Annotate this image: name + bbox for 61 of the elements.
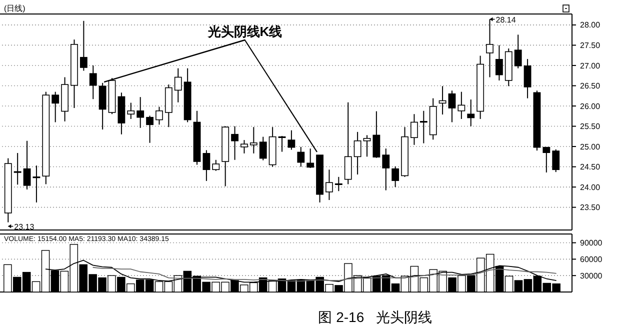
y-tick-label: 25.00: [580, 142, 601, 152]
candlestick: [89, 64, 97, 100]
candlestick: [326, 169, 333, 201]
y-tick-label: 30000: [580, 271, 603, 280]
y-tick-label: 24.00: [580, 182, 601, 192]
y-tick-label: 26.00: [580, 102, 601, 111]
candlestick: [146, 115, 154, 144]
candlestick: [136, 96, 144, 128]
candlestick: [80, 20, 88, 72]
y-tick-label: 60000: [580, 254, 603, 264]
candlestick: [458, 91, 466, 120]
y-tick-label: 28.00: [580, 20, 601, 30]
y-tick-label: 24.50: [580, 162, 601, 172]
candlestick: [231, 126, 238, 160]
candlestick: [212, 159, 220, 172]
candlestick: [363, 134, 371, 158]
candlestick: [174, 68, 182, 103]
candlestick: [23, 140, 31, 190]
candlestick: [486, 18, 494, 78]
candlestick: [552, 148, 560, 173]
candlestick: [259, 136, 267, 161]
candlestick: [250, 126, 258, 154]
y-tick-label: 90000: [580, 238, 603, 248]
annotation: 23.13: [14, 222, 35, 232]
chart-title: (日线): [4, 4, 26, 13]
candlestick: [467, 99, 475, 127]
candlestick: [382, 148, 390, 191]
candlestick: [524, 58, 532, 99]
candlestick: [542, 146, 550, 173]
candlestick: [392, 166, 400, 188]
candlestick: [448, 90, 456, 123]
annotation: 28.14: [496, 15, 516, 24]
candlestick: [32, 165, 40, 203]
y-tick-label: 27.50: [580, 41, 601, 50]
candlestick: [127, 102, 135, 120]
candlestick: [495, 44, 503, 81]
y-tick-label: 27.00: [580, 61, 601, 70]
candlestick: [156, 106, 163, 126]
line-series: [92, 266, 557, 282]
candlestick: [410, 114, 418, 146]
candlestick: [334, 176, 342, 192]
candlestick: [306, 148, 314, 168]
candlestick: [14, 152, 22, 186]
candlestick: [344, 102, 352, 185]
candlestick: [52, 91, 60, 123]
y-tick-label: 26.50: [580, 82, 601, 91]
candlestick: [372, 110, 380, 158]
candlestick: [514, 34, 522, 69]
candlestick: [202, 150, 210, 182]
y-tick-label: 25.50: [580, 122, 601, 132]
annotation: 光头阴线K线: [206, 24, 282, 39]
candlestick: [288, 130, 296, 150]
caption: 图 2-16 光头阴线: [318, 309, 432, 325]
candlestick: [420, 110, 428, 144]
candlestick: [240, 140, 248, 154]
candlestick: [278, 135, 286, 152]
candlestick: [354, 131, 362, 175]
candlestick: [438, 86, 446, 116]
y-tick-label: 23.50: [580, 203, 601, 212]
candlestick: [98, 82, 106, 130]
candlestick: [297, 146, 305, 168]
